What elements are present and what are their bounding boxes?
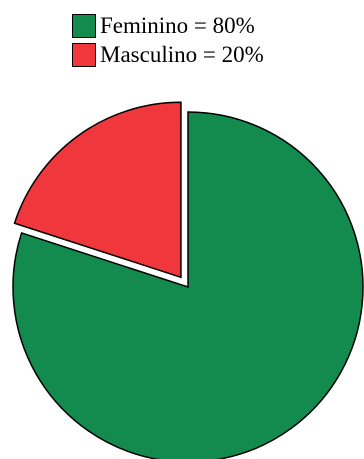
legend-item-masculino: Masculino = 20% (72, 40, 264, 69)
legend-label-masculino: Masculino = 20% (100, 41, 264, 67)
legend-swatch-feminino (72, 13, 96, 38)
legend-item-feminino: Feminino = 80% (72, 11, 264, 40)
pie-slice-masculino (13, 101, 182, 279)
legend-label-feminino: Feminino = 80% (100, 12, 255, 38)
chart-legend: Feminino = 80% Masculino = 20% (72, 11, 264, 69)
pie-slice-feminino (12, 111, 364, 459)
legend-swatch-masculino (72, 42, 96, 67)
